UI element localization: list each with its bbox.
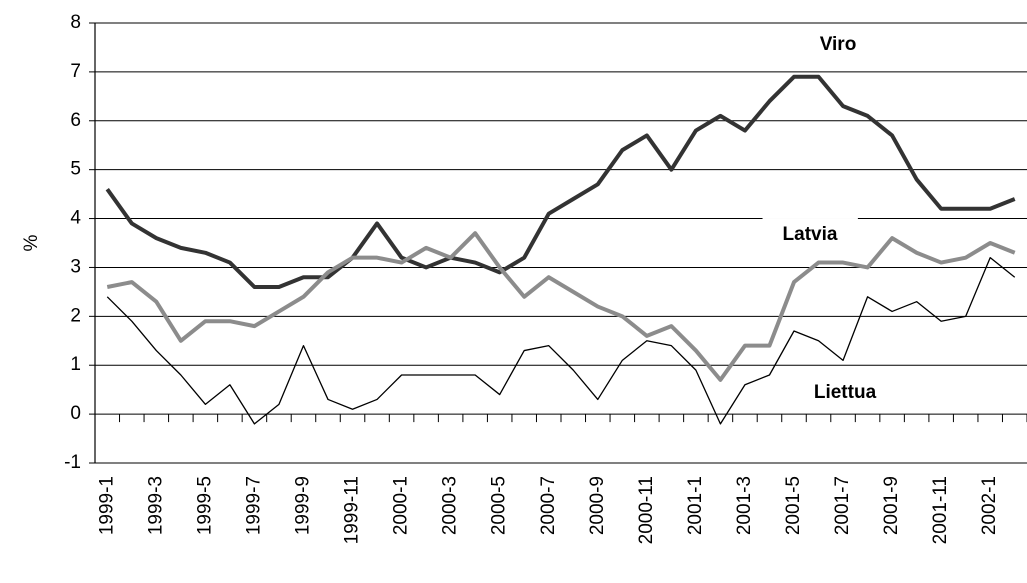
- x-tick-label: 2000-11: [636, 476, 657, 544]
- y-tick-label: 4: [70, 208, 81, 229]
- x-tick-label: 2001-7: [832, 476, 853, 535]
- x-tick-label: 1999-7: [243, 476, 264, 535]
- x-tick-label: 1999-3: [145, 476, 166, 535]
- x-tick-label: 2000-9: [587, 476, 608, 535]
- x-tick-label: 1999-1: [96, 476, 117, 535]
- line-series: [106, 231, 1016, 382]
- x-tick-label: 2000-1: [391, 476, 412, 535]
- x-tick-label: 2001-9: [881, 476, 902, 535]
- y-tick-label: 5: [70, 159, 81, 180]
- series-label: Liettua: [814, 382, 877, 403]
- x-tick-label: 2001-5: [783, 476, 804, 535]
- y-tick-label: -1: [64, 452, 81, 473]
- x-tick-label: 1999-5: [194, 476, 215, 535]
- y-tick-label: 8: [70, 12, 81, 33]
- y-tick-label: 3: [70, 256, 81, 277]
- series-label: Viro: [820, 34, 857, 55]
- y-tick-label: 1: [70, 354, 81, 375]
- x-tick-label: 2000-3: [440, 476, 461, 535]
- y-axis-label: %: [21, 234, 42, 251]
- x-tick-label: 2001-1: [685, 476, 706, 535]
- y-tick-label: 6: [70, 110, 81, 131]
- line-series: [106, 257, 1016, 425]
- y-tick-label: 7: [70, 61, 81, 82]
- series-label: Latvia: [783, 224, 838, 245]
- line-series: [105, 74, 1016, 289]
- y-tick-label: 0: [70, 403, 81, 424]
- x-tick-label: 2001-11: [930, 476, 951, 544]
- x-tick-label: 2000-7: [538, 476, 559, 535]
- x-tick-label: 2001-3: [734, 476, 755, 535]
- x-tick-label: 1999-9: [292, 476, 313, 535]
- label-background: [793, 376, 897, 410]
- x-tick-label: 2002-1: [979, 476, 1000, 535]
- label-background: [762, 218, 858, 252]
- x-tick-label: 1999-11: [342, 476, 363, 544]
- x-tick-label: 2000-5: [489, 476, 510, 535]
- y-tick-label: 2: [70, 305, 81, 326]
